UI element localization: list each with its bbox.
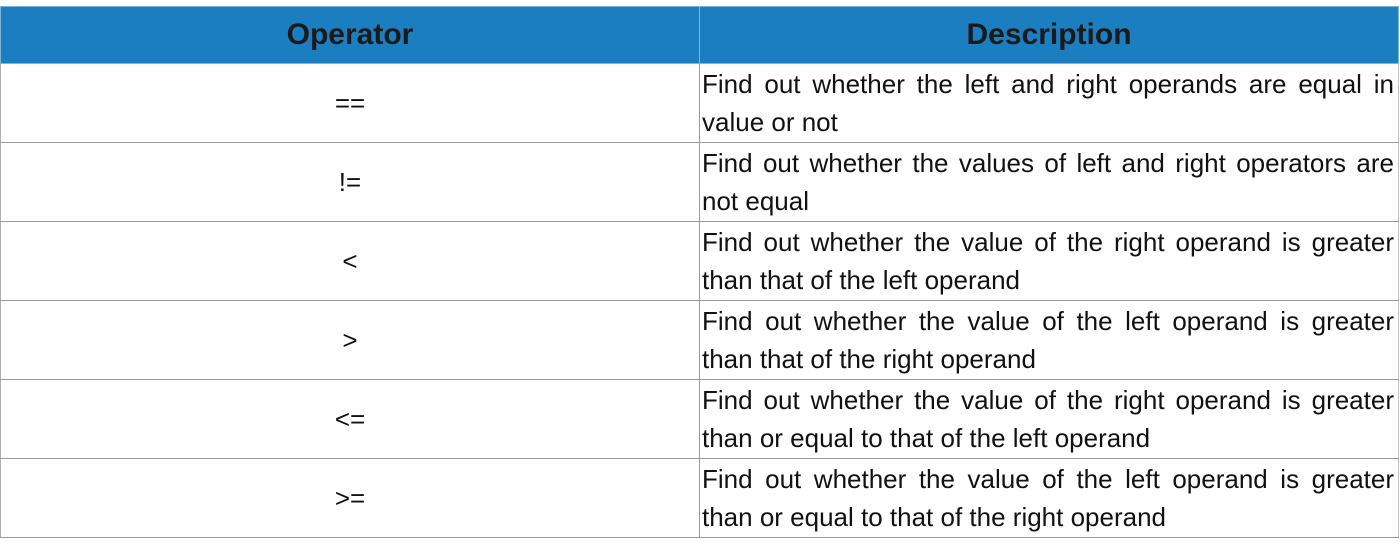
- operator-cell: !=: [0, 142, 700, 222]
- operator-cell: <: [0, 221, 700, 301]
- table-row: > Find out whether the value of the left…: [0, 300, 1399, 380]
- description-column-header: Description: [699, 6, 1399, 64]
- description-cell: Find out whether the value of the right …: [699, 221, 1399, 301]
- operator-cell: <=: [0, 379, 700, 459]
- table-body: == Find out whether the left and right o…: [0, 63, 1399, 538]
- comparison-operators-table: Operator Description == Find out whether…: [0, 6, 1399, 538]
- table-header: Operator Description: [0, 6, 1399, 64]
- description-cell: Find out whether the values of left and …: [699, 142, 1399, 222]
- table-row: <= Find out whether the value of the rig…: [0, 379, 1399, 459]
- operators-table-container: Operator Description == Find out whether…: [0, 6, 1399, 538]
- description-cell: Find out whether the value of the left o…: [699, 300, 1399, 380]
- table-row: >= Find out whether the value of the lef…: [0, 458, 1399, 538]
- description-cell: Find out whether the value of the right …: [699, 379, 1399, 459]
- table-row: != Find out whether the values of left a…: [0, 142, 1399, 222]
- description-cell: Find out whether the left and right oper…: [699, 63, 1399, 143]
- operator-column-header: Operator: [0, 6, 700, 64]
- table-row: == Find out whether the left and right o…: [0, 63, 1399, 143]
- operator-cell: ==: [0, 63, 700, 143]
- header-row: Operator Description: [0, 6, 1399, 64]
- operator-cell: >=: [0, 458, 700, 538]
- table-row: < Find out whether the value of the righ…: [0, 221, 1399, 301]
- description-cell: Find out whether the value of the left o…: [699, 458, 1399, 538]
- operator-cell: >: [0, 300, 700, 380]
